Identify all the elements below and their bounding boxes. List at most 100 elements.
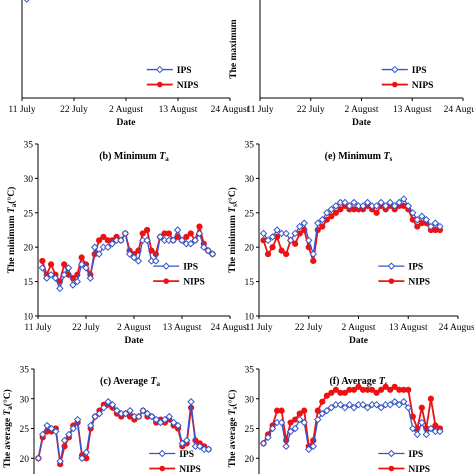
y-tick-label: 20 <box>24 244 34 254</box>
panel-b: 10 15 20 25 30 35 11 July 22 July 2 August 13 Aug… <box>6 141 250 347</box>
y-tick-label: 25 <box>245 209 255 219</box>
ips-point <box>60 271 68 279</box>
x-tick-label: 2 August <box>117 323 151 333</box>
y-tick-label: 20 <box>20 455 30 465</box>
panel-title-text: (c) Average <box>100 376 148 387</box>
ips-point <box>427 222 435 231</box>
y-tick-label: 35 <box>245 141 255 151</box>
nips-point <box>39 257 46 265</box>
y-axis-title-text: The average <box>3 418 13 468</box>
x-tick-label: 11 July <box>245 323 273 333</box>
y-tick-label: 25 <box>24 209 34 219</box>
ips-point <box>386 198 394 207</box>
y-tick-label: 15 <box>24 278 34 288</box>
legend: IPS NIPS <box>149 449 201 474</box>
legend-ips-marker <box>162 262 170 270</box>
ips-point <box>121 229 129 238</box>
panel-title-var: T <box>159 151 166 162</box>
x-tick-label: 11 July <box>246 105 274 115</box>
x-tick-label: 24 August <box>439 323 474 333</box>
nips-point <box>368 386 376 393</box>
nips-point <box>328 213 335 220</box>
ips-point <box>65 430 73 439</box>
y-axis-title: The minimum Ts(°C) <box>227 187 239 273</box>
ips-point <box>436 222 444 231</box>
ips-point <box>108 240 116 248</box>
x-tick-label: 24 August <box>211 105 250 115</box>
ips-point <box>409 209 417 217</box>
nips-point <box>278 247 285 254</box>
ips-point <box>117 236 125 245</box>
ips-point <box>300 219 308 227</box>
ips-point <box>51 274 60 282</box>
panel-title-sub: s <box>390 155 393 163</box>
y-tick-label: 30 <box>245 395 255 405</box>
ips-point <box>86 274 95 282</box>
panel-title-var: T <box>379 376 386 387</box>
ips-point <box>38 264 47 272</box>
y-axis-title-unit: (°C) <box>227 390 238 407</box>
nips-point <box>341 389 349 396</box>
ips-point <box>264 433 272 442</box>
ips-point <box>64 264 73 272</box>
nips-point <box>283 250 290 258</box>
x-tick-label: 13 August <box>159 105 198 115</box>
series-line-ips <box>41 228 213 291</box>
ips-point <box>52 427 60 436</box>
y-tick-label: 10 <box>245 313 255 323</box>
nips-point <box>418 404 425 411</box>
ips-point <box>39 430 47 439</box>
legend: IPS NIPS <box>378 449 430 474</box>
ips-point <box>43 274 51 282</box>
ips-point <box>178 236 186 245</box>
ips-point <box>277 418 286 427</box>
ips-point <box>377 403 385 412</box>
ips-point <box>314 219 322 227</box>
nips-point <box>355 383 362 390</box>
ips-point <box>200 243 208 251</box>
legend-ips-marker <box>387 449 396 458</box>
nips-point <box>378 386 385 393</box>
ips-point <box>363 403 372 412</box>
ips-point <box>377 198 385 207</box>
ips-point <box>259 439 268 448</box>
ips-point <box>286 427 295 436</box>
ips-point <box>422 215 431 224</box>
legend: IPS NIPS <box>381 65 433 91</box>
legend-nips-marker <box>388 465 395 472</box>
ips-point <box>282 442 290 451</box>
ips-point <box>400 398 408 406</box>
y-axis-title-sub: s <box>231 204 239 207</box>
nips-point <box>373 209 380 216</box>
nips-point <box>405 386 412 393</box>
y-tick-label: 25 <box>245 425 255 435</box>
ips-point <box>341 403 349 412</box>
ips-point <box>268 424 277 433</box>
panel-title-var: T <box>150 376 157 387</box>
plot-area <box>23 0 30 3</box>
y-tick-label: 10 <box>24 313 34 323</box>
legend-nips-label: NIPS <box>183 278 205 288</box>
panel-title: (b) Minimum Ta <box>99 151 169 163</box>
nips-point <box>319 223 326 230</box>
nips-point <box>332 386 339 393</box>
ips-point <box>139 406 147 415</box>
nips-point <box>387 386 394 393</box>
legend-nips-marker <box>388 278 395 284</box>
ips-point <box>318 409 327 418</box>
ips-point <box>152 415 160 424</box>
panel-title-text: (b) Minimum <box>99 151 157 162</box>
y-axis-title-unit: (°C) <box>2 389 13 406</box>
ips-point <box>390 398 399 406</box>
x-tick-label: 11 July <box>24 323 52 333</box>
nips-point <box>319 398 326 405</box>
ips-point <box>60 436 69 445</box>
ips-point <box>95 250 103 258</box>
ips-point <box>291 424 299 433</box>
ips-point <box>305 445 313 454</box>
y-axis-title-text: The minimum <box>7 215 17 273</box>
ips-point <box>174 421 182 430</box>
ips-point <box>143 236 151 245</box>
ips-point <box>418 418 426 427</box>
